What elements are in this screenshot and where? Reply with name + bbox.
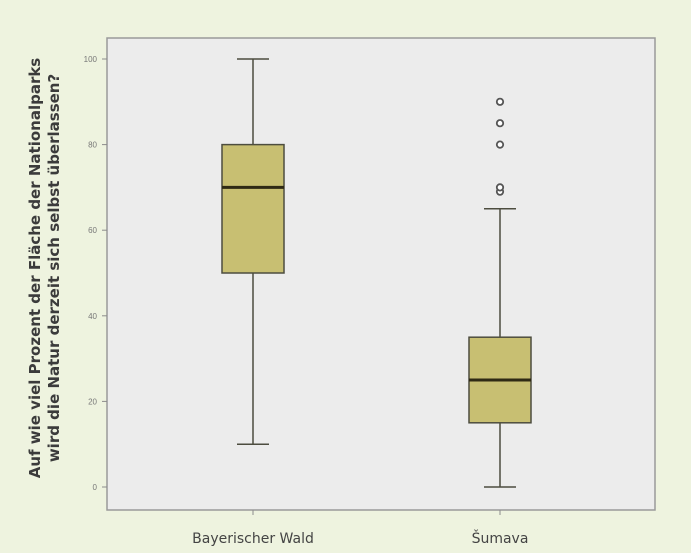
y-axis-title-line-1: Auf wie viel Prozent der Fläche der Nati… bbox=[26, 58, 44, 479]
outlier-point bbox=[495, 140, 505, 149]
y-axis-title-line-2: wird die Natur derzeit sich selbst überl… bbox=[45, 74, 63, 462]
outlier-point bbox=[495, 183, 505, 192]
y-axis: 0 20 40 60 80 100 bbox=[84, 55, 107, 492]
y-tick-label-80: 80 bbox=[88, 141, 97, 150]
y-axis-title: Auf wie viel Prozent der Fläche der Nati… bbox=[26, 58, 63, 479]
outlier-point bbox=[495, 97, 505, 106]
x-axis-labels: Bayerischer Wald Šumava bbox=[192, 510, 528, 547]
box-bayerischer-wald bbox=[221, 58, 285, 445]
iqr-box bbox=[221, 143, 285, 274]
plot-area bbox=[106, 37, 656, 511]
y-tick-label-100: 100 bbox=[84, 55, 98, 64]
x-category-label-bayerischer-wald: Bayerischer Wald bbox=[192, 531, 314, 547]
x-category-label-sumava: Šumava bbox=[472, 529, 529, 547]
outlier-point bbox=[495, 119, 505, 128]
box-sumava bbox=[468, 97, 532, 488]
y-tick-label-0: 0 bbox=[93, 483, 98, 492]
y-tick-label-40: 40 bbox=[88, 312, 97, 321]
y-tick-label-20: 20 bbox=[88, 397, 97, 406]
boxes-group bbox=[221, 58, 532, 488]
y-tick-label-60: 60 bbox=[88, 226, 97, 235]
